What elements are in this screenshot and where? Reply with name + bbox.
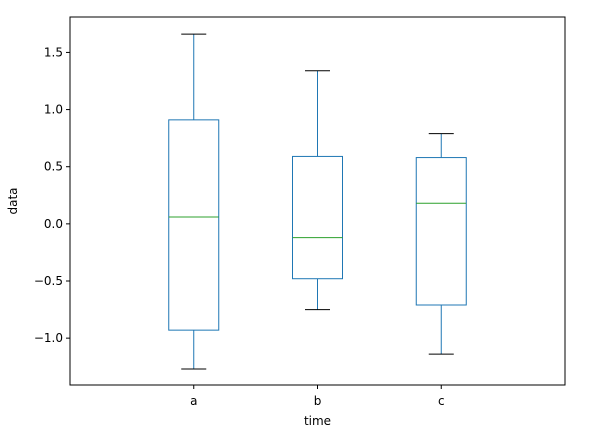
x-tick-label: b [314, 394, 322, 408]
box-group-b [292, 70, 343, 311]
box-group-a [168, 33, 220, 370]
boxes-layer [168, 33, 467, 370]
y-tick-label: 1.5 [44, 45, 63, 59]
y-axis: −1.0 −0.5 0.0 0.5 1.0 1.5 [34, 45, 70, 345]
x-tick-label: a [190, 394, 197, 408]
x-axis-label: time [304, 414, 331, 428]
y-tick-label: 0.5 [44, 160, 63, 174]
y-tick-label: −0.5 [34, 274, 63, 288]
x-tick-label: c [438, 394, 445, 408]
box [168, 119, 220, 331]
box [292, 155, 343, 280]
y-tick-label: 0.0 [44, 217, 63, 231]
box-group-c [415, 133, 467, 355]
y-tick-label: 1.0 [44, 103, 63, 117]
y-axis-label: data [6, 187, 20, 214]
box [415, 157, 467, 306]
x-axis: a b c [190, 385, 445, 408]
y-tick-label: −1.0 [34, 331, 63, 345]
